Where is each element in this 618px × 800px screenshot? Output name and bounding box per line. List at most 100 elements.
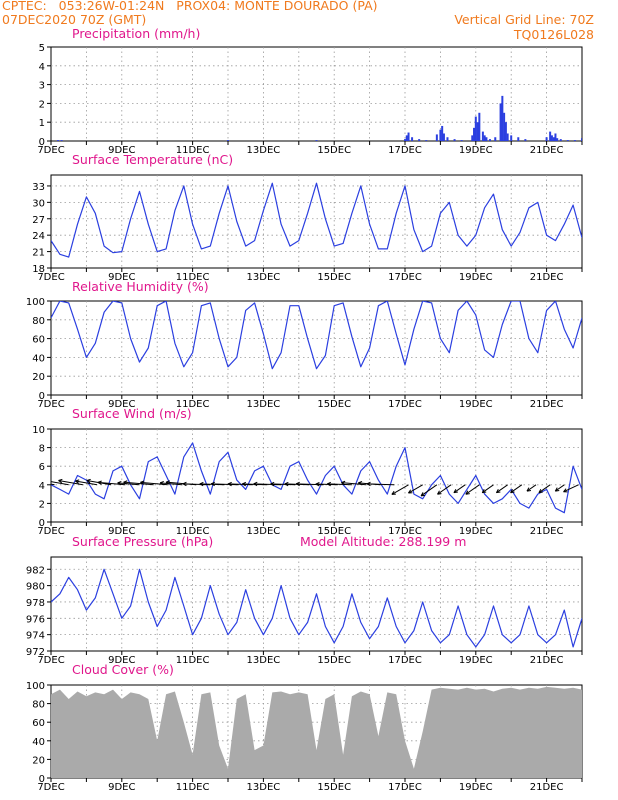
precip-bar: [442, 133, 445, 141]
x-tick-label: 19DEC: [459, 526, 493, 537]
x-tick-label: 9DEC: [108, 272, 135, 283]
x-tick-label: 7DEC: [37, 272, 64, 283]
x-tick-label: 21DEC: [530, 399, 564, 410]
y-tick-label: 33: [32, 182, 45, 193]
x-tick-label: 13DEC: [247, 145, 281, 156]
precip-bar: [481, 131, 484, 141]
precip-bar: [517, 137, 520, 141]
data-layer: [51, 442, 582, 514]
precip-bar: [315, 140, 318, 141]
precip-bar: [483, 135, 486, 141]
wind-vector: [58, 478, 83, 486]
wind-vector: [554, 484, 565, 492]
panel-title: Surface Wind (m/s): [72, 406, 192, 421]
y-tick-label: 21: [32, 248, 45, 259]
x-tick-label: 19DEC: [459, 145, 493, 156]
data-layer: [51, 182, 582, 258]
precip-bar: [549, 131, 552, 141]
precip-bar: [227, 140, 229, 141]
precip-bar: [510, 135, 513, 141]
series-line-pres: [51, 568, 582, 648]
panel-wind: 0 2 4 6 8 10 7DEC 9DEC 11DEC 13DEC 15DEC 17DEC 19DEC…: [32, 406, 583, 537]
panel-temp: 18 21 24 27 30 33 7DEC 9DEC 11DEC 13DEC 15DEC 17DEC…: [32, 152, 583, 283]
x-tick-label: 11DEC: [176, 272, 210, 283]
y-tick-label: 20: [32, 372, 45, 383]
y-tick-label: 10: [32, 425, 45, 436]
x-tick-label: 13DEC: [247, 526, 281, 537]
precip-bar: [60, 140, 63, 141]
precip-bar: [501, 95, 504, 141]
panel-title: Surface Pressure (hPa): [72, 534, 213, 549]
wind-vector: [563, 484, 579, 493]
y-tick-label: 100: [26, 297, 45, 308]
x-tick-label: 13DEC: [247, 399, 281, 410]
precip-bar: [471, 135, 474, 141]
y-tick-label: 2: [39, 99, 45, 110]
y-tick-label: 4: [39, 481, 45, 492]
header-station-line: CPTEC: 053:26W-01:24N PROX04: MONTE DOUR…: [2, 0, 378, 13]
precip-bar: [573, 140, 576, 141]
precip-bar: [550, 135, 553, 141]
precip-bar: [499, 103, 502, 141]
precip-bar: [581, 138, 582, 141]
x-tick-label: 13DEC: [247, 272, 281, 283]
wind-vector: [465, 484, 480, 495]
y-tick-label: 5: [39, 43, 45, 54]
y-tick-label: 8: [39, 444, 45, 455]
plot-frame: [50, 174, 583, 269]
wind-vector: [51, 481, 69, 486]
precip-bar: [488, 139, 491, 141]
y-tick-label: 18: [32, 264, 45, 275]
model-altitude-label: Model Altitude: 288.199 m: [300, 534, 466, 549]
y-tick-label: 40: [32, 737, 45, 748]
precip-bar: [545, 137, 548, 141]
precip-bar: [425, 140, 428, 141]
panel-cloud: 0 20 40 60 80 100 7DEC 9DEC 11DEC 13DEC 15DEC 17DEC…: [26, 662, 583, 793]
x-tick-label: 17DEC: [388, 655, 422, 666]
y-tick-label: 1: [39, 118, 45, 129]
y-tick-label: 6: [39, 462, 45, 473]
precip-bar: [460, 140, 463, 141]
x-tick-label: 17DEC: [388, 399, 422, 410]
x-tick-label: 21DEC: [530, 655, 564, 666]
precip-bar: [494, 137, 497, 141]
y-tick-label: 972: [26, 647, 45, 658]
y-tick-label: 100: [26, 681, 45, 692]
precip-bar: [474, 116, 477, 141]
precip-bar: [407, 132, 410, 141]
wind-vector: [75, 479, 98, 486]
header-vertical-grid-line: Vertical Grid Line: 70Z: [454, 12, 594, 27]
precip-bar: [559, 139, 562, 141]
x-tick-label: 9DEC: [108, 782, 135, 793]
wind-vector: [420, 484, 438, 497]
precip-bar: [411, 137, 414, 141]
x-tick-label: 9DEC: [108, 526, 135, 537]
header-date-line: 07DEC2020 70Z (GMT): [2, 12, 147, 27]
data-layer: [51, 686, 582, 778]
wind-vector: [123, 480, 154, 486]
precip-bar: [585, 139, 587, 141]
data-layer: [51, 301, 582, 370]
precip-bar: [504, 122, 507, 141]
wind-vector: [481, 484, 494, 494]
y-tick-label: 980: [26, 582, 45, 593]
y-tick-label: 974: [26, 631, 45, 642]
x-tick-label: 19DEC: [459, 782, 493, 793]
y-tick-label: 3: [39, 81, 45, 92]
wind-vector: [159, 480, 183, 486]
x-tick-label: 13DEC: [247, 655, 281, 666]
panel-title: Cloud Cover (%): [72, 662, 174, 677]
precip-bar: [435, 134, 438, 141]
y-tick-label: 0: [39, 391, 45, 402]
y-tick-label: 20: [32, 755, 45, 766]
wind-vector: [341, 480, 367, 486]
x-tick-label: 17DEC: [388, 782, 422, 793]
x-tick-label: 7DEC: [37, 399, 64, 410]
y-tick-label: 80: [32, 316, 45, 327]
x-tick-label: 7DEC: [37, 526, 64, 537]
precip-bar: [439, 129, 442, 141]
precip-bar: [566, 140, 569, 141]
cloud-cover-area: [51, 686, 582, 778]
precip-bar: [476, 122, 479, 141]
